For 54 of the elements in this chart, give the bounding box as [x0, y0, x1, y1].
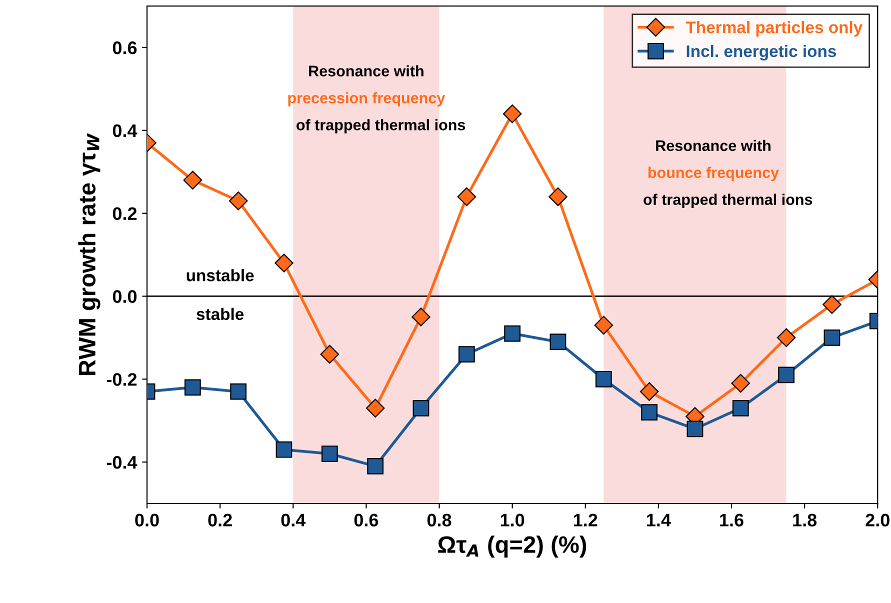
x-tick-label: 1.4: [647, 514, 671, 526]
legend-label: Incl. energetic ions: [686, 44, 836, 61]
point: [183, 170, 202, 190]
point: [822, 295, 842, 314]
x-tick-label: 2.0: [866, 514, 890, 526]
y-tick-label: 0.2: [112, 207, 137, 220]
point: [504, 325, 521, 342]
point: [321, 446, 338, 462]
point: [778, 366, 794, 384]
x-axis-title: Ωτ$_{A}$ (q=2) (%): [438, 536, 586, 558]
point: [550, 334, 566, 350]
y-tick-label: -0.4: [106, 456, 138, 469]
x-tick-label: 0.2: [208, 514, 232, 526]
x-tick-label: 0.8: [427, 514, 452, 526]
point: [276, 441, 292, 458]
band-label: Resonance with precession frequency of trapped thermal ions: [288, 65, 466, 134]
point: [366, 398, 385, 418]
point: [640, 382, 659, 401]
y-tick-label: 0.6: [112, 41, 137, 54]
legend-label: Thermal particles only: [686, 21, 863, 37]
x-tick-label: 0.0: [135, 514, 159, 526]
x-tick-label: 1.6: [720, 514, 744, 526]
y-tick-label: 0.0: [112, 290, 137, 303]
annotation: unstable: [186, 269, 254, 282]
point: [641, 404, 658, 420]
point: [732, 400, 749, 416]
point: [412, 308, 430, 326]
point: [502, 104, 522, 124]
point: [230, 383, 247, 400]
point: [367, 458, 384, 474]
y-tick-label: 0.4: [112, 124, 138, 138]
point: [184, 379, 201, 396]
point: [686, 420, 704, 438]
y-axis-title: RWM growth rate γτ$_{W}$: [78, 133, 100, 376]
point: [320, 344, 340, 364]
point: [228, 191, 248, 210]
y-tick-label: -0.2: [106, 373, 137, 386]
x-tick-label: 1.0: [500, 514, 524, 526]
x-tick-label: 0.6: [354, 514, 378, 526]
point: [548, 187, 568, 206]
point: [458, 346, 475, 362]
point: [412, 400, 430, 416]
point: [274, 254, 294, 272]
point: [457, 187, 476, 206]
annotation: stable: [196, 308, 244, 320]
band-label: Resonance with bounce frequency of trapped thermal ions: [644, 140, 812, 208]
point: [594, 316, 614, 335]
point: [595, 370, 612, 388]
x-tick-label: 1.2: [574, 514, 598, 526]
x-tick-label: 1.8: [793, 514, 817, 526]
point: [824, 329, 840, 346]
x-tick-label: 0.4: [281, 514, 306, 526]
point: [776, 328, 796, 348]
point: [731, 374, 750, 393]
